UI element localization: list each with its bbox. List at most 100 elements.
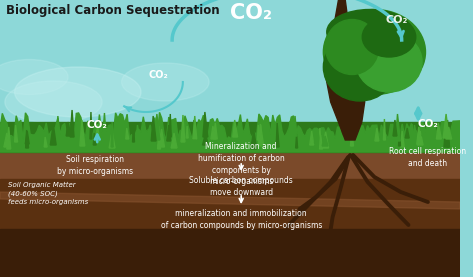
Polygon shape — [251, 130, 257, 149]
Text: mineralization and immobilization
of carbon compounds by micro-organisms: mineralization and immobilization of car… — [160, 209, 322, 230]
Polygon shape — [319, 128, 321, 142]
Polygon shape — [0, 192, 460, 209]
Polygon shape — [44, 137, 47, 147]
Bar — [0, 0, 460, 140]
Polygon shape — [114, 121, 119, 143]
Polygon shape — [417, 131, 423, 145]
Ellipse shape — [362, 17, 416, 57]
Text: CO₂: CO₂ — [149, 70, 168, 80]
Polygon shape — [109, 131, 115, 148]
Polygon shape — [375, 128, 379, 141]
Polygon shape — [369, 138, 372, 149]
Polygon shape — [0, 112, 460, 152]
Bar — [0, 132, 460, 187]
Polygon shape — [158, 129, 165, 147]
Polygon shape — [103, 113, 106, 140]
Text: CO₂: CO₂ — [418, 119, 438, 129]
Polygon shape — [167, 125, 171, 141]
Polygon shape — [50, 124, 56, 145]
Polygon shape — [446, 127, 452, 139]
Polygon shape — [233, 120, 237, 137]
Polygon shape — [384, 119, 385, 140]
Ellipse shape — [325, 19, 379, 75]
Polygon shape — [395, 114, 401, 141]
Polygon shape — [119, 122, 122, 140]
Polygon shape — [412, 125, 418, 140]
Text: Mineralization and
humification of carbon
components by
micro-organisms: Mineralization and humification of carbo… — [198, 142, 285, 186]
Polygon shape — [393, 120, 397, 136]
Polygon shape — [322, 136, 328, 146]
Polygon shape — [4, 133, 10, 147]
Polygon shape — [276, 123, 279, 147]
Text: CO₂: CO₂ — [385, 15, 408, 25]
Polygon shape — [315, 129, 320, 143]
Polygon shape — [289, 121, 292, 143]
Polygon shape — [116, 124, 118, 140]
Ellipse shape — [356, 32, 422, 92]
Polygon shape — [132, 123, 134, 142]
Polygon shape — [422, 125, 427, 136]
Text: Root cell respiration
and death: Root cell respiration and death — [389, 147, 466, 168]
Polygon shape — [171, 133, 177, 148]
Ellipse shape — [15, 67, 141, 117]
Ellipse shape — [324, 9, 426, 94]
Polygon shape — [211, 126, 216, 139]
Polygon shape — [26, 130, 28, 148]
Polygon shape — [153, 122, 158, 144]
Polygon shape — [96, 124, 99, 141]
Polygon shape — [70, 110, 74, 137]
Polygon shape — [80, 120, 85, 146]
Polygon shape — [202, 134, 208, 145]
Ellipse shape — [0, 60, 68, 94]
Polygon shape — [186, 126, 188, 138]
Polygon shape — [193, 120, 196, 139]
Bar — [0, 122, 460, 152]
Polygon shape — [151, 116, 156, 141]
Ellipse shape — [5, 81, 102, 123]
Text: CO₂: CO₂ — [230, 3, 272, 23]
Ellipse shape — [122, 63, 209, 101]
Polygon shape — [15, 123, 19, 137]
Polygon shape — [222, 132, 226, 149]
Polygon shape — [90, 112, 92, 139]
Polygon shape — [258, 124, 263, 144]
Bar — [0, 229, 460, 277]
Text: Biological Carbon Sequestration: Biological Carbon Sequestration — [6, 4, 219, 17]
Polygon shape — [66, 122, 71, 136]
Polygon shape — [257, 125, 260, 140]
Polygon shape — [65, 132, 68, 142]
Polygon shape — [193, 116, 197, 139]
Polygon shape — [443, 114, 449, 138]
Polygon shape — [93, 133, 96, 145]
Polygon shape — [158, 126, 160, 149]
Polygon shape — [444, 122, 449, 147]
Polygon shape — [411, 124, 413, 145]
Polygon shape — [25, 131, 29, 144]
Polygon shape — [169, 114, 171, 137]
Polygon shape — [399, 126, 401, 146]
Polygon shape — [350, 125, 353, 146]
Polygon shape — [320, 135, 323, 149]
Polygon shape — [417, 127, 420, 144]
Polygon shape — [437, 123, 441, 139]
Ellipse shape — [327, 9, 412, 55]
Polygon shape — [146, 129, 151, 143]
Polygon shape — [158, 133, 159, 144]
Polygon shape — [310, 131, 314, 145]
Polygon shape — [154, 114, 160, 140]
Polygon shape — [7, 127, 11, 149]
Polygon shape — [181, 115, 185, 142]
Bar — [0, 179, 460, 237]
Polygon shape — [296, 134, 298, 148]
Polygon shape — [405, 128, 409, 138]
Polygon shape — [442, 130, 448, 144]
Polygon shape — [126, 128, 129, 139]
Ellipse shape — [324, 33, 396, 101]
Polygon shape — [111, 122, 113, 147]
Text: CO₂: CO₂ — [87, 120, 108, 130]
Polygon shape — [57, 116, 60, 136]
Polygon shape — [447, 120, 449, 147]
Polygon shape — [137, 125, 140, 137]
Polygon shape — [203, 112, 208, 137]
Polygon shape — [15, 125, 18, 142]
